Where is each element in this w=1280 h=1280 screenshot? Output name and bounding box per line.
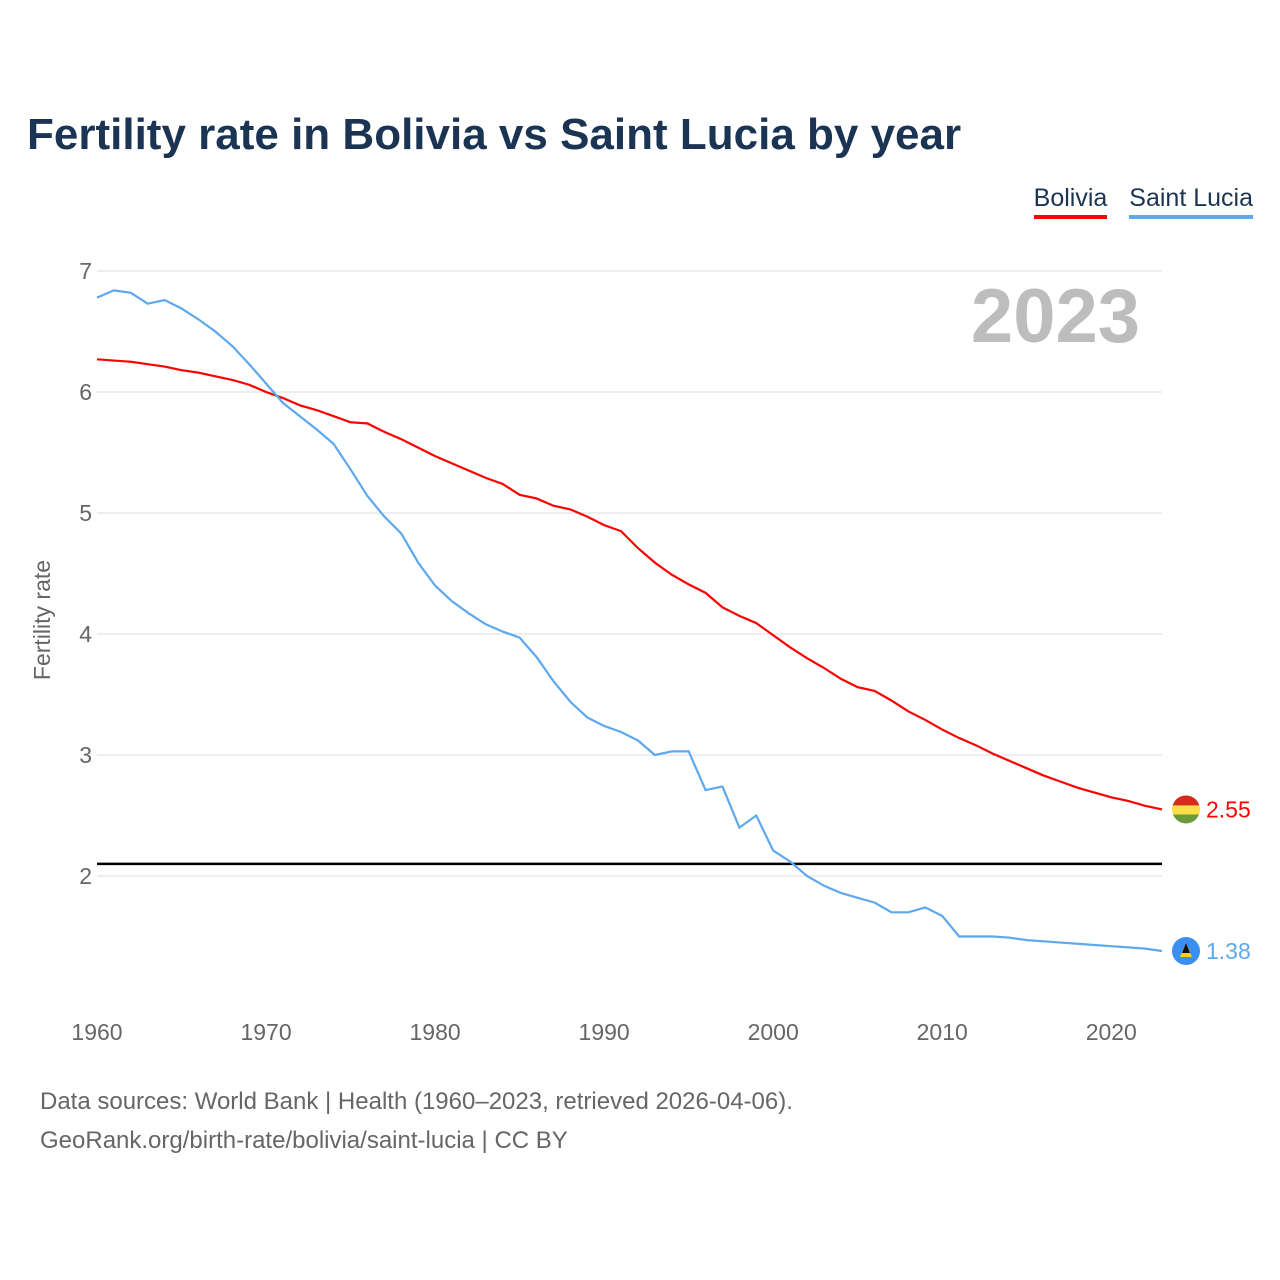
y-tick-label: 2	[79, 863, 92, 889]
series-line-bolivia	[96, 358, 1163, 811]
y-tick-label: 5	[79, 500, 92, 526]
x-tick-label: 1970	[240, 1019, 291, 1045]
legend-saint-lucia[interactable]: Saint Lucia	[1129, 184, 1253, 219]
chart-title: Fertility rate in Bolivia vs Saint Lucia…	[27, 110, 962, 159]
y-tick-label: 6	[79, 379, 92, 405]
series-line-saint-lucia	[96, 289, 1163, 953]
saint-lucia-flag-icon	[1172, 937, 1200, 966]
end-label-saint-lucia: 1.38	[1206, 938, 1251, 964]
y-tick-label: 4	[79, 621, 92, 647]
x-tick-label: 2000	[748, 1019, 799, 1045]
x-tick-label: 1960	[71, 1019, 122, 1045]
y-tick-label: 7	[79, 258, 92, 284]
x-tick-label: 2010	[917, 1019, 968, 1045]
y-tick-label: 3	[79, 742, 92, 768]
footer-link[interactable]: GeoRank.org/birth-rate/bolivia/saint-luc…	[40, 1127, 568, 1154]
year-watermark: 2023	[971, 274, 1140, 359]
legend: Bolivia Saint Lucia	[1033, 184, 1253, 219]
x-tick-label: 2020	[1086, 1019, 1137, 1045]
y-axis-label: Fertility rate	[29, 560, 55, 680]
x-tick-label: 1990	[579, 1019, 630, 1045]
x-tick-label: 1980	[410, 1019, 461, 1045]
footer-sources: Data sources: World Bank | Health (1960–…	[40, 1088, 793, 1115]
end-label-bolivia: 2.55	[1206, 796, 1251, 822]
bolivia-flag-icon	[1172, 795, 1200, 824]
legend-bolivia[interactable]: Bolivia	[1033, 184, 1108, 219]
